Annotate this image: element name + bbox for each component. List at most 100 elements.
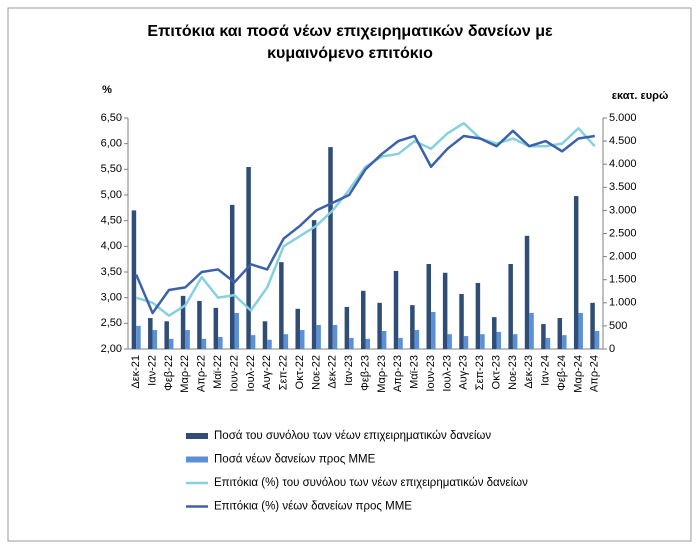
legend-label: Ποσά νέων δανείων προς ΜΜΕ [214, 454, 376, 466]
bar [426, 263, 432, 349]
y-tick-label: 4,50 [101, 215, 122, 227]
x-tick-label: Απρ-22 [196, 355, 208, 392]
bar [246, 166, 251, 349]
x-tick-label: Αυγ-22 [261, 355, 273, 390]
bar [410, 305, 415, 349]
bar [377, 302, 382, 349]
x-tick-label: Ιαν-24 [540, 355, 552, 386]
bar [414, 330, 420, 349]
bar [136, 325, 141, 349]
bar [234, 312, 239, 349]
bar [524, 235, 530, 349]
y-tick-label: 3,50 [101, 266, 122, 278]
bar [475, 282, 481, 349]
bar [361, 290, 366, 349]
chart-title: κυμαινόμενο επιτόκιο [267, 45, 433, 62]
y-tick-label: 5,50 [101, 163, 122, 175]
x-tick-label: Φεβ-22 [163, 355, 175, 391]
bar [480, 334, 485, 349]
x-tick-label: Μαϊ-23 [409, 355, 421, 389]
bar [185, 330, 190, 349]
bar [152, 330, 158, 349]
bar [262, 321, 268, 349]
bar [447, 334, 452, 349]
bar [393, 270, 399, 349]
y2-tick-label: 0 [609, 343, 615, 355]
bar [557, 318, 563, 349]
bar [590, 302, 595, 349]
bar [168, 338, 174, 349]
bar [316, 324, 321, 349]
bar [349, 337, 354, 349]
bar [267, 339, 272, 349]
y2-tick-label: 500 [609, 320, 627, 332]
bar [594, 330, 600, 349]
y-tick-label: 2,00 [101, 343, 122, 355]
x-tick-label: Απρ-24 [589, 355, 601, 392]
y2-tick-label: 3.000 [609, 204, 637, 216]
x-tick-label: Ιουν-22 [228, 355, 240, 392]
bar [131, 210, 137, 349]
bar [381, 330, 387, 349]
bar [197, 300, 202, 349]
bar [492, 317, 497, 349]
bar [344, 306, 350, 349]
x-tick-label: Σεπ-22 [278, 355, 290, 390]
bar [332, 324, 338, 349]
bar [299, 330, 305, 349]
y2-tick-label: 2.500 [609, 227, 637, 239]
x-tick-label: Μαρ-23 [376, 355, 388, 393]
y2-tick-label: 5.000 [609, 112, 637, 124]
bar [545, 337, 551, 349]
x-tick-label: Αυγ-23 [458, 355, 470, 390]
x-tick-label: Ιουλ-23 [441, 355, 453, 392]
bar [279, 262, 284, 349]
x-tick-label: Ιαν-23 [343, 355, 355, 386]
x-tick-label: Ιουν-23 [425, 355, 437, 392]
y2-axis-label: εκατ. ευρώ [612, 90, 669, 102]
y-axis-label: % [102, 84, 112, 96]
y-tick-label: 6,00 [101, 138, 122, 150]
x-tick-label: Μαρ-24 [572, 355, 584, 393]
y-tick-label: 5,00 [101, 189, 122, 201]
y2-tick-label: 1.000 [609, 297, 637, 309]
line [135, 129, 596, 315]
legend-label: Ποσά του συνόλου των νέων επιχειρηματικώ… [214, 430, 491, 442]
bar [180, 295, 186, 349]
bar [201, 338, 207, 349]
chart-title: Επιτόκια και ποσά νέων επιχειρηματικών δ… [147, 23, 553, 40]
x-tick-label: Φεβ-23 [359, 355, 371, 391]
x-tick-label: Νοε-23 [507, 355, 519, 390]
x-tick-label: Φεβ-24 [556, 355, 568, 391]
bar [148, 318, 153, 349]
bar [229, 204, 235, 349]
bar [398, 337, 403, 349]
legend-label: Επιτόκια (%) του συνόλου των νέων επιχει… [214, 477, 528, 489]
bar [578, 312, 583, 349]
y-tick-label: 4,00 [101, 240, 122, 252]
x-tick-label: Απρ-23 [392, 355, 404, 392]
y-tick-label: 3,00 [101, 292, 122, 304]
line [135, 121, 596, 317]
x-tick-label: Μαϊ-22 [212, 355, 224, 389]
bar [463, 336, 469, 349]
bar [541, 324, 546, 349]
bar [562, 335, 567, 349]
x-tick-label: Ιουλ-22 [245, 355, 257, 392]
y-tick-label: 6,50 [101, 112, 122, 124]
bar [218, 336, 223, 349]
x-tick-label: Δεκ-22 [327, 355, 339, 389]
bar [442, 272, 448, 349]
bar [328, 147, 333, 349]
x-tick-label: Οκτ-22 [294, 355, 306, 389]
bar [512, 334, 518, 349]
bar [213, 307, 219, 349]
bar [529, 312, 534, 349]
frame [7, 7, 692, 542]
y2-tick-label: 2.000 [609, 251, 637, 263]
y2-tick-label: 4.000 [609, 158, 637, 170]
bar [431, 312, 436, 349]
x-tick-label: Οκτ-23 [490, 355, 502, 389]
x-tick-label: Σεπ-23 [474, 355, 486, 390]
